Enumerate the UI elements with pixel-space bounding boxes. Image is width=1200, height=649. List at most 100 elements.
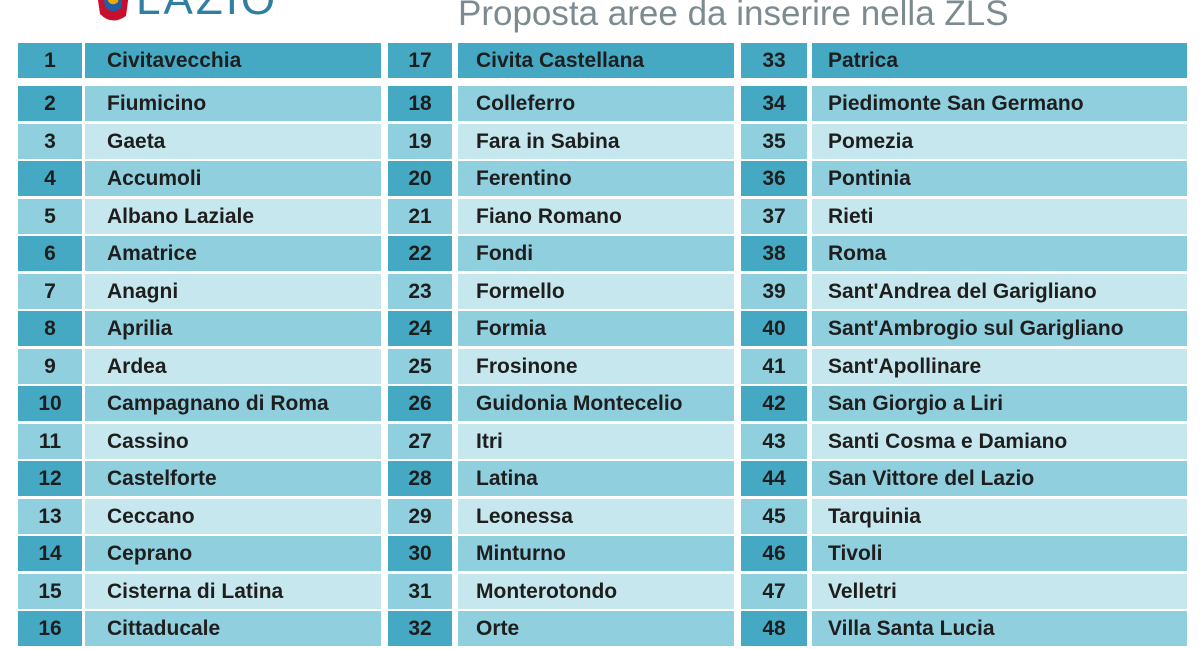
municipality-name: Pomezia [812, 123, 1187, 159]
municipality-name: Ferentino [458, 161, 734, 196]
municipality-name: Patrica [812, 43, 1187, 78]
municipality-name: Santi Cosma e Damiano [812, 423, 1187, 459]
table-row: 3 Gaeta 19 Fara in Sabina 35 Pomezia [18, 123, 1187, 159]
row-number: 21 [388, 198, 452, 234]
table-row: 2 Fiumicino 18 Colleferro 34 Piedimonte San G… [18, 86, 1187, 121]
row-number: 42 [741, 386, 807, 421]
row-number: 14 [18, 536, 82, 571]
row-number: 24 [388, 311, 452, 346]
municipality-name: Ceprano [85, 536, 381, 571]
row-number: 12 [18, 461, 82, 496]
table-row: 8 Aprilia 24 Formia 40 Sant'Ambrogio sul Gari… [18, 311, 1187, 346]
municipality-name: Fiano Romano [458, 198, 734, 234]
municipality-name: Accumoli [85, 161, 381, 196]
municipality-name: Colleferro [458, 86, 734, 121]
row-number: 48 [741, 611, 807, 646]
table-header-row: 1 Civitavecchia 17 Civita Castellana 33 Patri… [18, 43, 1187, 78]
municipality-name: Sant'Andrea del Garigliano [812, 273, 1187, 309]
row-number: 6 [18, 236, 82, 271]
row-number: 28 [388, 461, 452, 496]
municipality-name: Formia [458, 311, 734, 346]
municipality-name: Fara in Sabina [458, 123, 734, 159]
municipality-name: Amatrice [85, 236, 381, 271]
table-row: 12 Castelforte 28 Latina 44 San Vittore del L… [18, 461, 1187, 496]
row-number: 37 [741, 198, 807, 234]
row-number: 4 [18, 161, 82, 196]
municipality-name: Formello [458, 273, 734, 309]
row-number: 34 [741, 86, 807, 121]
row-number: 22 [388, 236, 452, 271]
row-number: 40 [741, 311, 807, 346]
row-number: 1 [18, 43, 82, 78]
municipalities-table: 1 Civitavecchia 17 Civita Castellana 33 Patri… [18, 43, 1187, 649]
municipality-name: Civita Castellana [458, 43, 734, 78]
row-number: 46 [741, 536, 807, 571]
row-number: 38 [741, 236, 807, 271]
row-number: 11 [18, 423, 82, 459]
row-number: 3 [18, 123, 82, 159]
table-row: 14 Ceprano 30 Minturno 46 Tivoli [18, 536, 1187, 571]
table-row: 13 Ceccano 29 Leonessa 45 Tarquinia [18, 498, 1187, 534]
row-number: 17 [388, 43, 452, 78]
row-number: 33 [741, 43, 807, 78]
row-number: 30 [388, 536, 452, 571]
row-number: 29 [388, 498, 452, 534]
row-number: 9 [18, 348, 82, 384]
municipality-name: Ceccano [85, 498, 381, 534]
municipality-name: Aprilia [85, 311, 381, 346]
table-row: 6 Amatrice 22 Fondi 38 Roma [18, 236, 1187, 271]
municipality-name: Tivoli [812, 536, 1187, 571]
row-number: 2 [18, 86, 82, 121]
row-number: 41 [741, 348, 807, 384]
municipality-name: Campagnano di Roma [85, 386, 381, 421]
municipality-name: Minturno [458, 536, 734, 571]
row-number: 36 [741, 161, 807, 196]
table-row: 4 Accumoli 20 Ferentino 36 Pontinia [18, 161, 1187, 196]
row-number: 32 [388, 611, 452, 646]
municipality-name: Rieti [812, 198, 1187, 234]
row-number: 31 [388, 573, 452, 609]
municipality-name: Monterotondo [458, 573, 734, 609]
municipality-name: Gaeta [85, 123, 381, 159]
municipality-name: Sant'Ambrogio sul Garigliano [812, 311, 1187, 346]
row-number: 19 [388, 123, 452, 159]
table-row: 5 Albano Laziale 21 Fiano Romano 37 Rieti [18, 198, 1187, 234]
municipality-name: Fondi [458, 236, 734, 271]
lazio-logo-icon [98, 0, 129, 21]
row-number: 16 [18, 611, 82, 646]
table-row: 16 Cittaducale 32 Orte 48 Villa Santa Lucia [18, 611, 1187, 646]
row-number: 23 [388, 273, 452, 309]
table-row: 15 Cisterna di Latina 31 Monterotondo 47 Vell… [18, 573, 1187, 609]
row-number: 18 [388, 86, 452, 121]
municipality-name: Tarquinia [812, 498, 1187, 534]
row-number: 15 [18, 573, 82, 609]
municipality-name: Castelforte [85, 461, 381, 496]
municipality-name: Anagni [85, 273, 381, 309]
row-number: 5 [18, 198, 82, 234]
row-number: 10 [18, 386, 82, 421]
municipality-name: Villa Santa Lucia [812, 611, 1187, 646]
municipality-name: San Giorgio a Liri [812, 386, 1187, 421]
municipality-name: San Vittore del Lazio [812, 461, 1187, 496]
municipality-name: Piedimonte San Germano [812, 86, 1187, 121]
row-number: 7 [18, 273, 82, 309]
row-number: 20 [388, 161, 452, 196]
municipality-name: Orte [458, 611, 734, 646]
municipality-name: Sant'Apollinare [812, 348, 1187, 384]
municipality-name: Cassino [85, 423, 381, 459]
row-number: 45 [741, 498, 807, 534]
municipality-name: Pontinia [812, 161, 1187, 196]
municipality-name: Fiumicino [85, 86, 381, 121]
municipality-name: Itri [458, 423, 734, 459]
row-number: 8 [18, 311, 82, 346]
table-row: 9 Ardea 25 Frosinone 41 Sant'Apollinare [18, 348, 1187, 384]
row-number: 13 [18, 498, 82, 534]
municipality-name: Cittaducale [85, 611, 381, 646]
row-number: 25 [388, 348, 452, 384]
municipality-name: Ardea [85, 348, 381, 384]
brand-wordmark: LAZIO [136, 0, 278, 22]
row-number: 35 [741, 123, 807, 159]
municipality-name: Civitavecchia [85, 43, 381, 78]
municipality-name: Cisterna di Latina [85, 573, 381, 609]
row-number: 39 [741, 273, 807, 309]
